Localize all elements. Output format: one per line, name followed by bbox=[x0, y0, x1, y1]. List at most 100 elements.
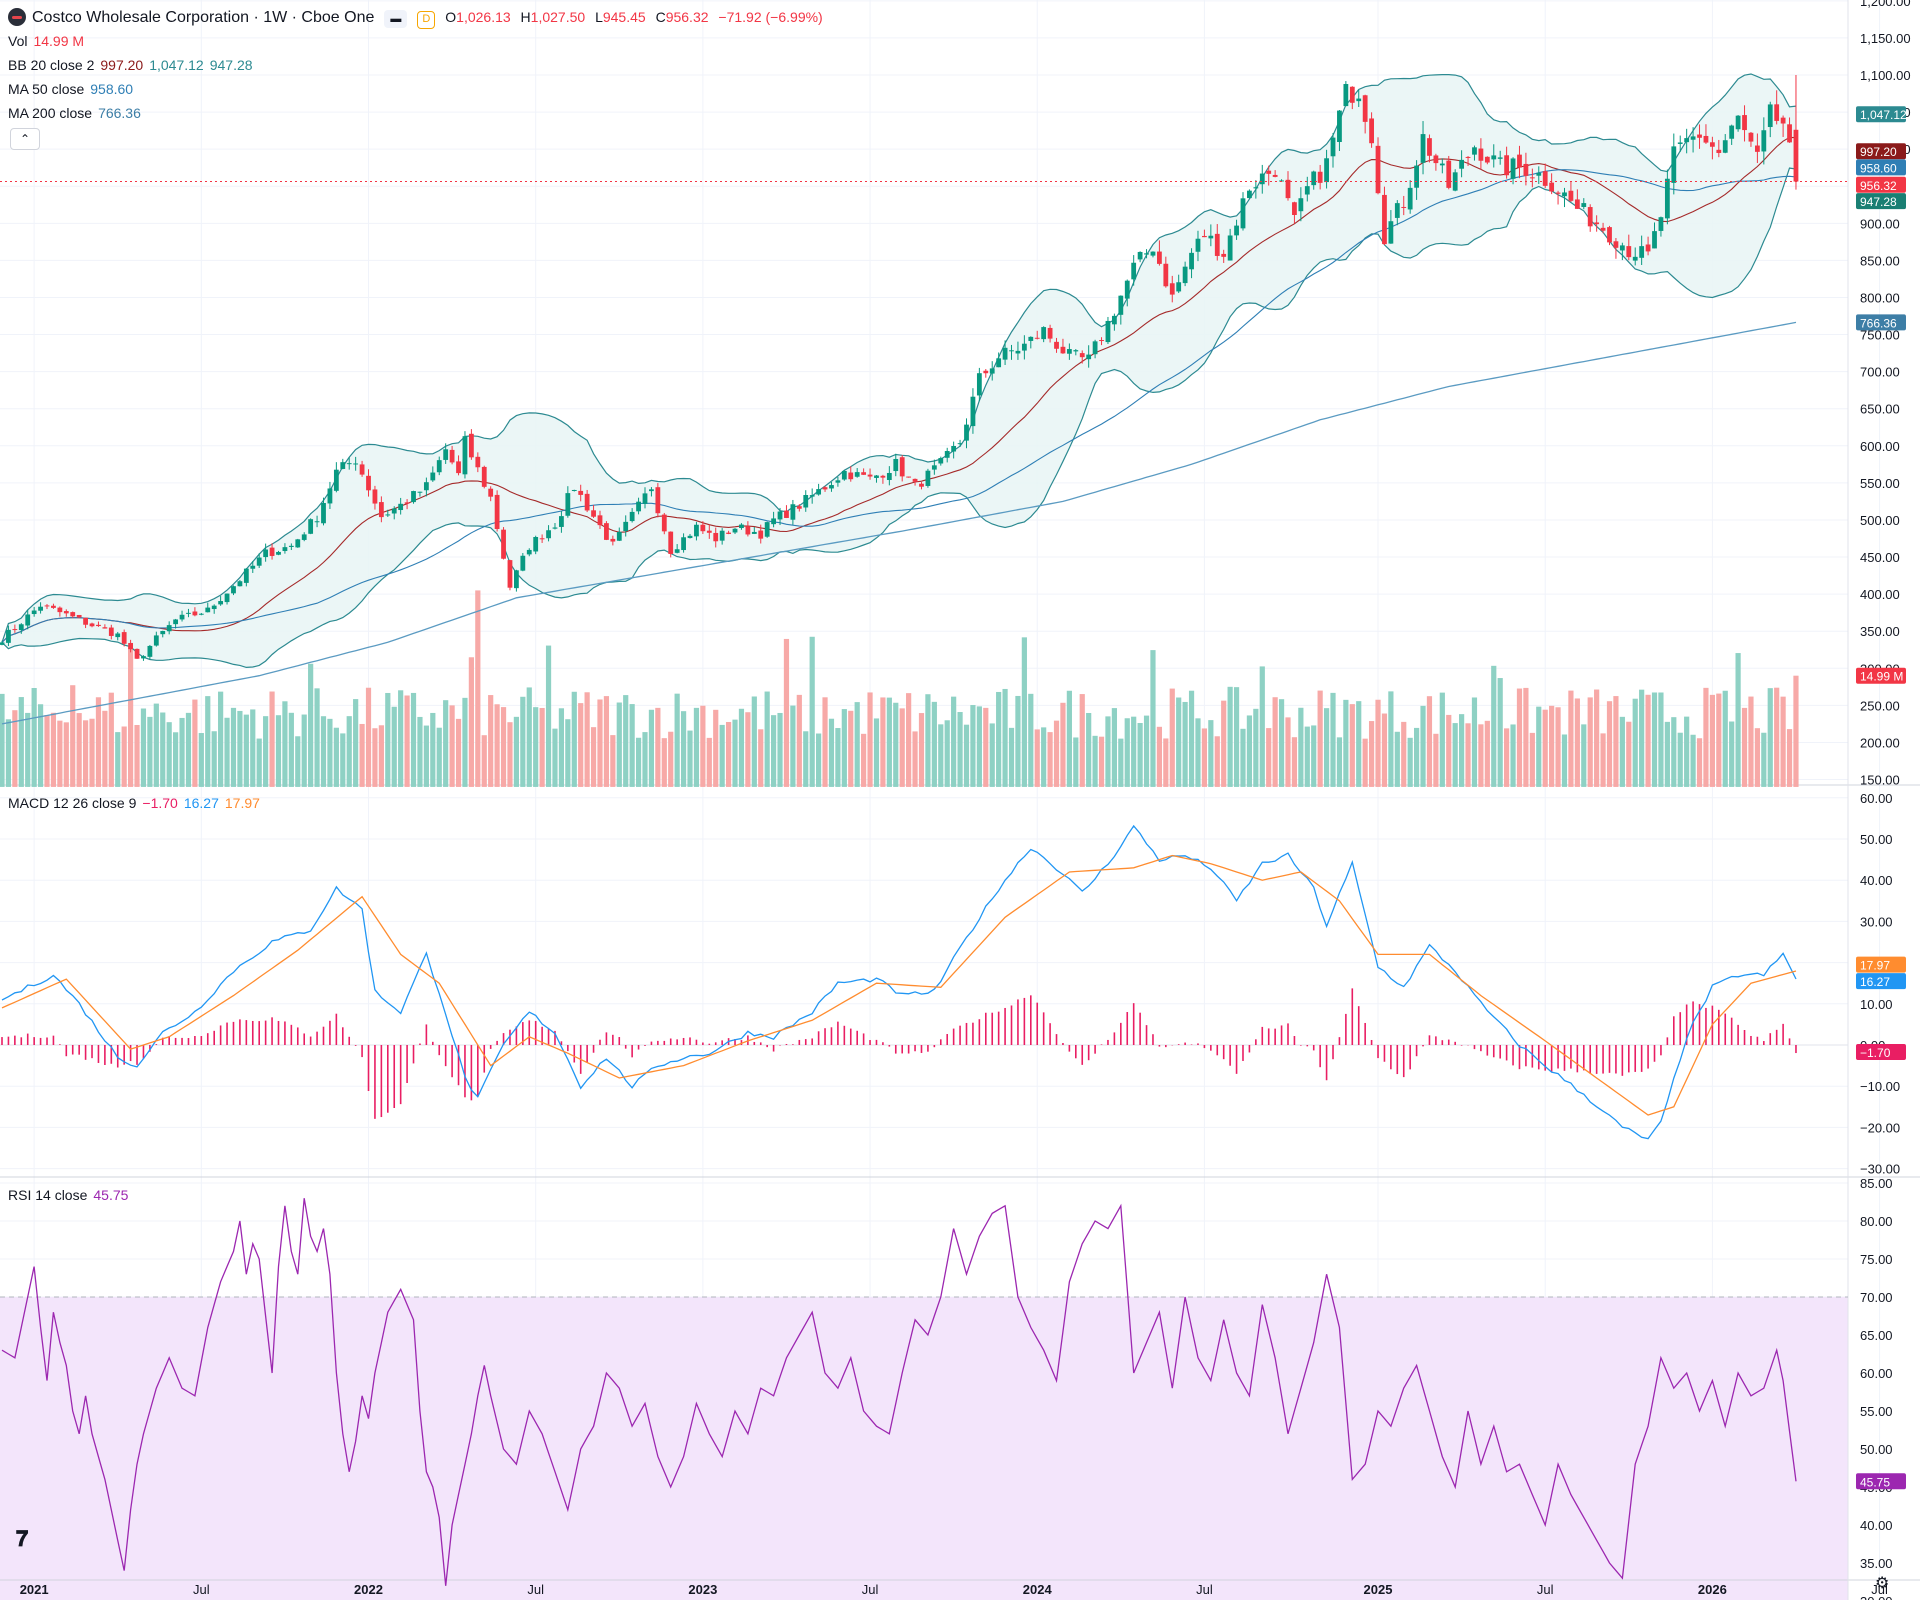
volume-bar bbox=[89, 718, 95, 787]
rsi-legend[interactable]: RSI 14 close 45.75 bbox=[8, 1186, 134, 1204]
axis-value-tag bbox=[1856, 956, 1906, 973]
macd-legend[interactable]: MACD 12 26 close 9 −1.70 16.27 17.97 bbox=[8, 794, 266, 812]
candle-body bbox=[1169, 283, 1175, 295]
axis-tick-label: 750.00 bbox=[1860, 328, 1900, 343]
candle-body bbox=[70, 612, 76, 617]
candle-body bbox=[1086, 354, 1092, 360]
price-candles[interactable] bbox=[0, 75, 1799, 661]
volume-bar bbox=[1034, 729, 1040, 787]
candle-body bbox=[346, 463, 352, 465]
volume-bar bbox=[520, 696, 526, 787]
volume-bar bbox=[1156, 726, 1162, 787]
volume-bar bbox=[1613, 696, 1619, 787]
volume-bar bbox=[346, 716, 352, 787]
volume-bar bbox=[1201, 728, 1208, 787]
macd-axis[interactable]: 60.0050.0040.0030.0020.0010.000.00−10.00… bbox=[1860, 791, 1900, 1177]
gear-icon[interactable]: ⚙ bbox=[1875, 1575, 1890, 1592]
candle-body bbox=[874, 475, 879, 478]
candle-body bbox=[141, 656, 146, 659]
axis-value-tags: 1,047.12 997.20 958.60 956.32 947.28 766.36 14… bbox=[1856, 106, 1907, 1490]
delayed-badge[interactable]: D bbox=[417, 11, 436, 29]
candle-body bbox=[173, 619, 179, 625]
volume-bar bbox=[886, 697, 892, 787]
candle-body bbox=[1240, 198, 1246, 229]
collapse-legend-button[interactable]: ⌃ bbox=[10, 128, 40, 150]
volume-label: Vol bbox=[8, 33, 28, 49]
volume-bar bbox=[1754, 728, 1760, 787]
candle-body bbox=[996, 358, 1002, 368]
volume-bar bbox=[205, 696, 211, 787]
candle-body bbox=[115, 633, 121, 638]
volume-bar bbox=[308, 663, 314, 787]
candle-body bbox=[706, 530, 712, 533]
candle-body bbox=[269, 547, 275, 556]
time-tick-label: Jul bbox=[527, 1582, 544, 1597]
volume-bar bbox=[410, 692, 417, 787]
ma200-legend[interactable]: MA 200 close 766.36 bbox=[8, 104, 147, 122]
candle-body bbox=[848, 472, 854, 480]
volume-bar bbox=[616, 702, 622, 787]
volume-bar bbox=[1343, 699, 1349, 787]
candle-body bbox=[790, 504, 796, 520]
volume-bar bbox=[140, 708, 147, 787]
macd-hist-value: −1.70 bbox=[142, 795, 178, 811]
candle-body bbox=[739, 524, 744, 529]
volume-bar bbox=[1330, 692, 1336, 787]
symbol-title[interactable]: Costco Wholesale Corporation · 1W · Cboe… bbox=[32, 9, 375, 26]
candle-body bbox=[944, 451, 950, 458]
minus-toggle-icon[interactable]: ▬ bbox=[384, 10, 408, 28]
time-axis[interactable]: 2021 Jul 2022 Jul 2023 Jul 2024 Jul 2025 Jul 2026 J… bbox=[20, 1582, 1888, 1597]
volume-bar bbox=[880, 697, 886, 787]
candle-body bbox=[1690, 136, 1696, 140]
candle-body bbox=[1137, 251, 1143, 260]
candle-body bbox=[327, 488, 333, 504]
volume-legend[interactable]: Vol 14.99 M bbox=[8, 32, 90, 50]
volume-bar bbox=[185, 712, 192, 787]
candle-body bbox=[1478, 148, 1484, 161]
candle-body bbox=[1157, 251, 1162, 264]
volume-bar bbox=[1690, 734, 1696, 787]
volume-bar bbox=[50, 712, 57, 787]
volume-bar bbox=[1619, 716, 1625, 787]
volume-bar bbox=[803, 731, 809, 787]
candle-body bbox=[475, 456, 481, 468]
candle-body bbox=[25, 614, 31, 626]
axis-tick-label: −30.00 bbox=[1860, 1162, 1900, 1177]
candle-body bbox=[430, 472, 436, 481]
axis-tick-label: 65.00 bbox=[1860, 1328, 1893, 1343]
symbol-legend[interactable]: Costco Wholesale Corporation · 1W · Cboe… bbox=[8, 8, 829, 29]
candle-body bbox=[1131, 262, 1137, 280]
volume-bar bbox=[37, 704, 44, 787]
volume-bar bbox=[1060, 702, 1066, 787]
rsi-axis[interactable]: 85.00 80.00 75.00 70.00 65.00 60.00 55.00 50.00… bbox=[1860, 1176, 1893, 1600]
volume-bar bbox=[783, 638, 790, 787]
volume-bar bbox=[468, 657, 474, 787]
volume-bar bbox=[488, 695, 494, 787]
candle-body bbox=[1272, 174, 1278, 177]
bb-legend[interactable]: BB 20 close 2 997.20 1,047.12 947.28 bbox=[8, 56, 259, 74]
volume-bar bbox=[700, 705, 706, 787]
volume-bar bbox=[1021, 637, 1027, 787]
volume-bar bbox=[12, 710, 18, 787]
axis-tick-label: 50.00 bbox=[1860, 832, 1893, 847]
candle-body bbox=[1015, 350, 1021, 354]
volume-bar bbox=[1780, 696, 1786, 787]
volume-bar bbox=[1761, 732, 1767, 787]
candle-body bbox=[822, 487, 828, 490]
ma50-legend[interactable]: MA 50 close 958.60 bbox=[8, 80, 139, 98]
candle-body bbox=[121, 632, 127, 644]
volume-bar bbox=[333, 727, 339, 787]
volume-bar bbox=[970, 705, 976, 787]
candle-body bbox=[1613, 241, 1619, 248]
candle-body bbox=[1202, 235, 1207, 238]
volume-bar bbox=[1047, 732, 1053, 787]
volume-bar bbox=[539, 707, 545, 787]
axis-value-tag bbox=[1856, 1473, 1906, 1490]
candle-body bbox=[1247, 190, 1252, 199]
tradingview-logo-icon[interactable]: 𝟕 bbox=[16, 1526, 29, 1551]
volume-bar bbox=[327, 718, 333, 787]
costco-logo-icon bbox=[8, 8, 26, 26]
candle-body bbox=[1574, 199, 1580, 209]
candle-body bbox=[1484, 156, 1490, 163]
